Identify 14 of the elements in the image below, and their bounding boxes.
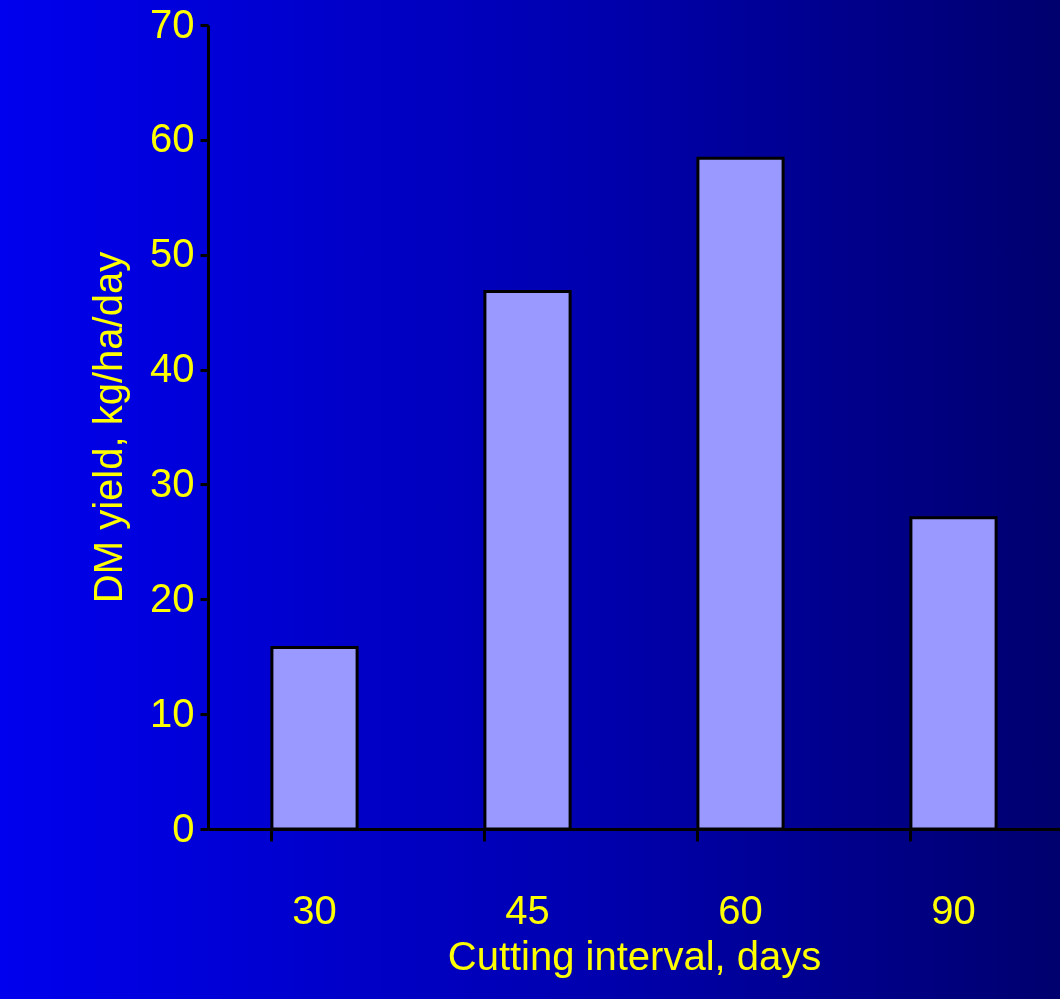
y-tick-label: 0 — [172, 805, 195, 850]
y-tick-label: 70 — [150, 1, 195, 46]
y-tick-label: 50 — [150, 231, 195, 276]
y-tick-label: 10 — [150, 690, 195, 735]
x-tick-label: 30 — [292, 887, 337, 932]
x-tick-label: 45 — [505, 887, 550, 932]
x-axis-title: Cutting interval, days — [447, 933, 822, 978]
y-tick-label: 20 — [150, 575, 195, 620]
x-tick-label: 90 — [931, 887, 976, 932]
y-tick-label: 40 — [150, 346, 195, 391]
y-tick-label: 60 — [150, 116, 195, 161]
y-tick-label: 30 — [150, 460, 195, 505]
y-axis-title: DM yield, kg/ha/day — [86, 251, 131, 604]
x-tick-label: 60 — [718, 887, 763, 932]
